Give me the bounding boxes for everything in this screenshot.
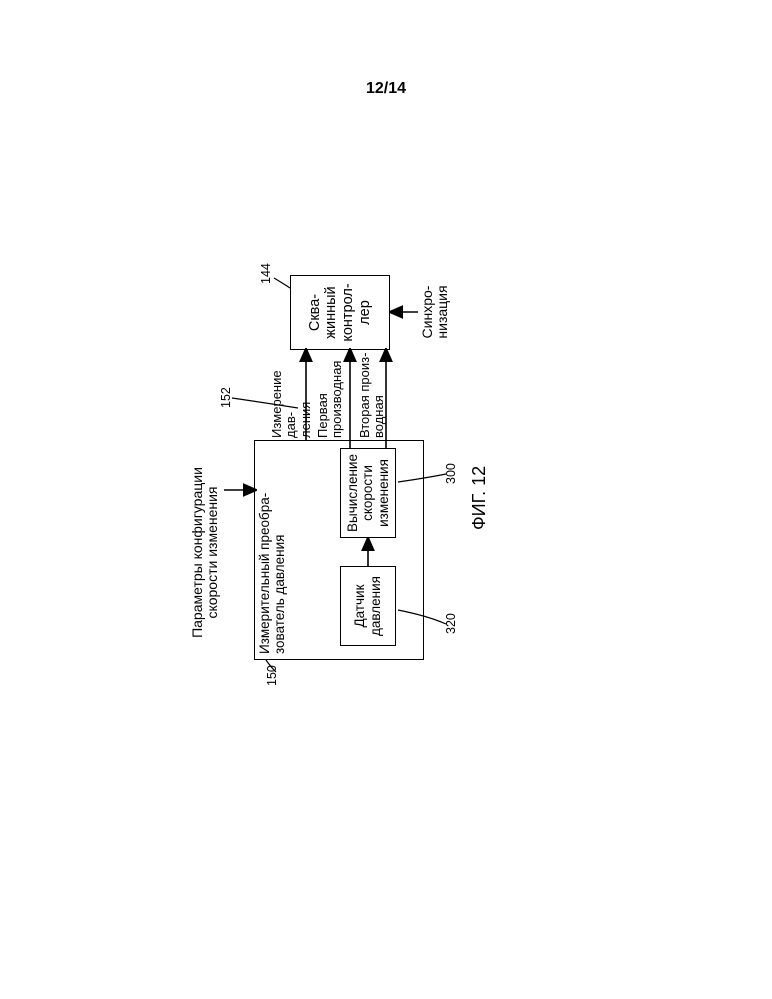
- page-number: 12/14: [0, 80, 772, 98]
- diagram-canvas: Измерительный преобра-зователь давления …: [170, 270, 600, 660]
- diagram-arrows: [170, 270, 600, 660]
